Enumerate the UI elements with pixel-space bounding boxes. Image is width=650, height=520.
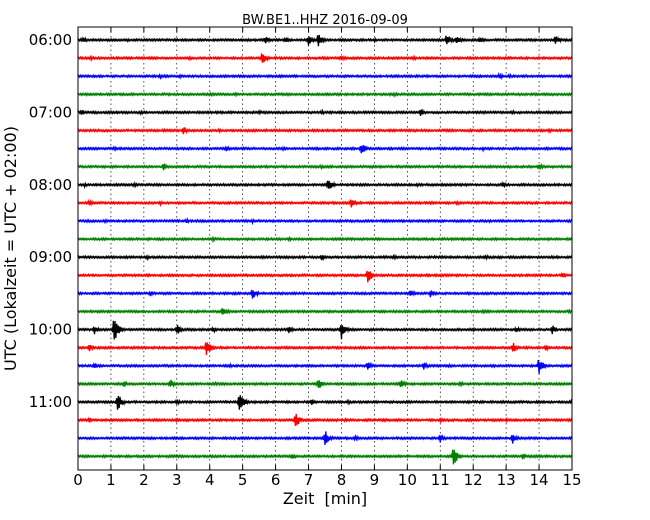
trace-row-1045 <box>77 379 573 389</box>
x-tick-label: 0 <box>73 471 83 489</box>
trace-row-1145 <box>77 449 573 465</box>
x-tick-label: 7 <box>304 471 314 489</box>
y-tick-label: 10:00 <box>29 321 72 339</box>
trace-row-0630 <box>77 71 573 81</box>
trace-row-0645 <box>77 91 573 98</box>
x-tick-label: 2 <box>139 471 149 489</box>
x-tick-label: 1 <box>106 471 116 489</box>
x-tick-label: 13 <box>497 471 516 489</box>
trace-row-0930 <box>77 289 573 299</box>
trace-row-1030 <box>77 359 573 374</box>
trace-row-0945 <box>77 308 573 315</box>
x-tick-label: 12 <box>464 471 483 489</box>
trace-row-0745 <box>77 162 573 171</box>
trace-row-0715 <box>77 127 573 135</box>
axes: 0 1 2 3 4 5 6 7 8 9 10 11 12 13 14 1506:0007:0008:0009:… <box>29 27 582 489</box>
trace-row-0900 <box>77 253 573 262</box>
x-tick-label: 4 <box>205 471 215 489</box>
y-tick-label: 09:00 <box>29 248 72 266</box>
x-tick-label: 10 <box>398 471 417 489</box>
x-tick-label: 14 <box>530 471 549 489</box>
trace-row-1100 <box>77 395 573 410</box>
trace-row-1130 <box>77 431 573 446</box>
x-tick-label: 11 <box>431 471 450 489</box>
trace-row-0830 <box>77 217 573 226</box>
trace-row-1115 <box>77 413 573 426</box>
y-tick-label: 11:00 <box>29 393 72 411</box>
trace-row-0845 <box>77 235 573 244</box>
x-tick-label: 5 <box>238 471 248 489</box>
x-tick-label: 6 <box>271 471 281 489</box>
y-tick-label: 07:00 <box>29 103 72 121</box>
y-tick-label: 06:00 <box>29 31 72 49</box>
trace-row-1000 <box>77 320 573 340</box>
trace-row-0600 <box>77 34 573 47</box>
y-tick-label: 08:00 <box>29 176 72 194</box>
trace-row-0730 <box>77 145 573 154</box>
x-tick-label: 9 <box>370 471 380 489</box>
trace-row-0815 <box>77 198 573 208</box>
trace-row-0915 <box>77 270 573 283</box>
seismic-traces <box>77 34 573 465</box>
plot-frame <box>77 26 573 471</box>
trace-row-0615 <box>77 53 573 63</box>
x-axis-label: Zeit [min] <box>283 489 367 508</box>
trace-row-0700 <box>77 108 573 117</box>
y-axis-label: UTC (Lokalzeit = UTC + 02:00) <box>1 126 20 371</box>
chart-title: BW.BE1..HHZ 2016-09-09 <box>242 13 408 28</box>
x-tick-label: 3 <box>172 471 182 489</box>
trace-row-1015 <box>77 342 573 356</box>
x-tick-label: 15 <box>562 471 581 489</box>
x-tick-label: 8 <box>337 471 347 489</box>
trace-row-0800 <box>77 180 573 190</box>
grid-lines <box>110 27 540 470</box>
